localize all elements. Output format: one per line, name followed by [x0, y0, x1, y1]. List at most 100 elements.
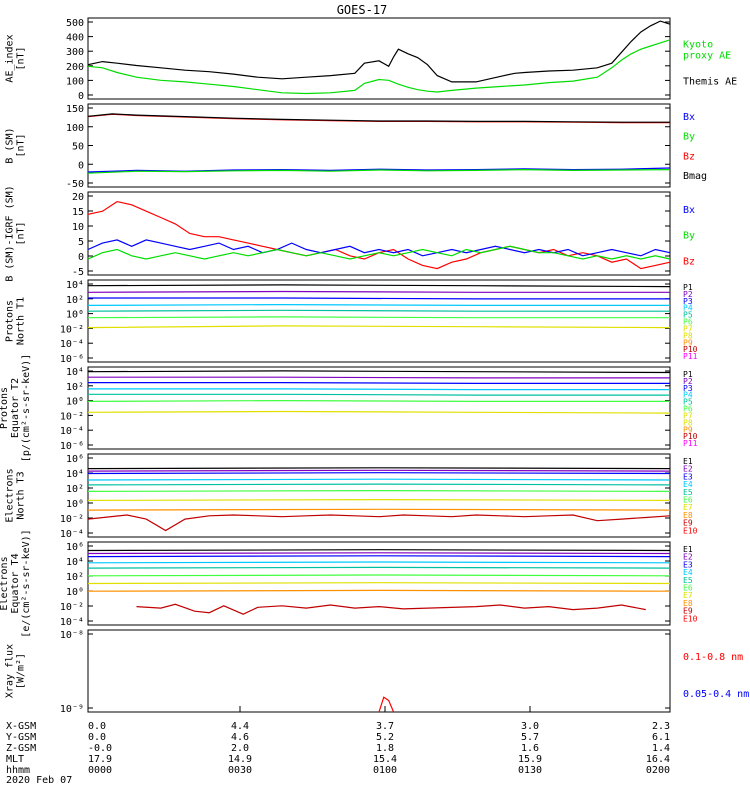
x-axis-value: -0.0 [88, 743, 112, 754]
series-p2 [87, 290, 670, 293]
series-e9 [87, 514, 671, 532]
legend-p3: P3 [683, 384, 693, 393]
legend-e3: E3 [683, 560, 693, 569]
series-e9 [136, 603, 646, 615]
legend-p10: P10 [683, 345, 698, 354]
x-axis-value: 1.8 [376, 743, 394, 754]
x-axis-value: 0200 [646, 765, 670, 776]
y-tick-label: 10⁻⁴ [60, 426, 84, 437]
y-axis-label-line: [nT] [16, 46, 27, 70]
y-tick-label: 0 [78, 160, 84, 171]
y-axis-label-line: Xray flux [5, 644, 16, 698]
legend-p2: P2 [683, 290, 693, 299]
legend-e9: E9 [683, 607, 693, 616]
panel-frame [87, 366, 671, 450]
y-axis-label-line: Electrons [5, 468, 16, 522]
legend-0-05-0-4-nm: 0.05-0.4 nm [683, 689, 749, 700]
panel-frame [87, 453, 671, 538]
y-tick-label: 500 [66, 18, 84, 29]
legend-by: By [683, 132, 695, 143]
series-p3 [88, 382, 670, 384]
y-tick-label: 10² [66, 484, 84, 495]
x-axis-value: 0030 [228, 765, 252, 776]
legend-p8: P8 [683, 418, 693, 427]
y-tick-label: 300 [66, 47, 84, 58]
legend-kyoto-proxy-ae: proxy AE [683, 50, 731, 61]
y-tick-label: 10⁴ [66, 367, 84, 378]
y-tick-label: -5 [72, 267, 84, 278]
x-axis-value: 3.7 [376, 721, 394, 732]
series-p4 [88, 388, 670, 391]
legend-p11: P11 [683, 352, 698, 361]
legend-p5: P5 [683, 398, 693, 407]
series-e4 [87, 561, 671, 564]
legend-e8: E8 [683, 599, 693, 608]
series-p6 [87, 316, 670, 319]
legend-bx: Bx [683, 112, 695, 123]
y-axis-label: B (SM)[nT] [5, 127, 27, 163]
series-themis-ae [87, 20, 671, 83]
y-axis-label: ProtonsNorth T1 [5, 297, 27, 345]
legend-p10: P10 [683, 432, 698, 441]
legend-e5: E5 [683, 576, 693, 585]
legend-p1: P1 [683, 370, 693, 379]
legend-bz: Bz [683, 257, 695, 268]
x-row-label: X-GSM [6, 721, 36, 732]
x-axis-value: 6.1 [652, 732, 670, 743]
x-axis-value: 0000 [88, 765, 112, 776]
y-axis-label-line: North T1 [16, 297, 27, 345]
y-tick-label: 20 [72, 192, 84, 203]
y-tick-label: 10² [66, 572, 84, 583]
legend-e10: E10 [683, 614, 698, 623]
x-axis-value: 2.3 [652, 721, 670, 732]
x-axis-value: 0.0 [88, 732, 106, 743]
legend-by: By [683, 231, 695, 242]
legend-e10: E10 [683, 526, 698, 535]
y-tick-label: 10⁻⁴ [60, 617, 84, 628]
series-0-1-0-8-nm [378, 696, 395, 713]
y-axis-label-line: [nT] [16, 221, 27, 245]
x-axis-value: 17.9 [88, 754, 112, 765]
y-axis-label-line: North T3 [16, 471, 27, 519]
legend-p1: P1 [683, 283, 693, 292]
legend-e7: E7 [683, 591, 693, 600]
y-axis-label-line: [W/m²] [16, 653, 27, 689]
y-tick-label: 10⁰ [66, 397, 84, 408]
y-tick-label: 10⁴ [66, 280, 84, 291]
series-by [87, 245, 671, 260]
series-e5 [87, 483, 671, 486]
y-axis-label: AE_index[nT] [5, 34, 27, 82]
series-e4 [87, 478, 671, 481]
series-e1 [87, 549, 671, 552]
x-axis-value: 15.4 [373, 754, 397, 765]
y-tick-label: 15 [72, 207, 84, 218]
legend-p4: P4 [683, 304, 693, 313]
y-tick-label: 400 [66, 33, 84, 44]
series-e5 [87, 566, 671, 569]
x-axis-value: 1.4 [652, 743, 670, 754]
legend-e4: E4 [683, 480, 693, 489]
y-tick-label: 10⁰ [66, 310, 84, 321]
y-tick-label: 0 [78, 91, 84, 102]
x-axis-value: 3.0 [521, 721, 539, 732]
x-axis-value: 15.9 [518, 754, 542, 765]
x-axis-value: 5.2 [376, 732, 394, 743]
x-axis-value: 0130 [518, 765, 542, 776]
panel-3: 20 15 10 5 0 -5 B (SM)-IGRF (SM)[nT] Bx By Bz [5, 185, 696, 281]
y-tick-label: 10⁶ [66, 454, 84, 465]
panel-frame [87, 17, 671, 100]
y-tick-label: 10⁰ [66, 587, 84, 598]
legend-e6: E6 [683, 584, 693, 593]
x-axis-value: 0100 [373, 765, 397, 776]
legend-e3: E3 [683, 472, 693, 481]
y-tick-label: 10⁻⁶ [60, 354, 84, 365]
y-tick-label: 0 [78, 252, 84, 263]
legend-themis-ae: Themis AE [683, 76, 737, 87]
series-e3 [87, 555, 671, 558]
legend-0-1-0-8-nm: 0.1-0.8 nm [683, 652, 743, 663]
legend-e2: E2 [683, 553, 693, 562]
